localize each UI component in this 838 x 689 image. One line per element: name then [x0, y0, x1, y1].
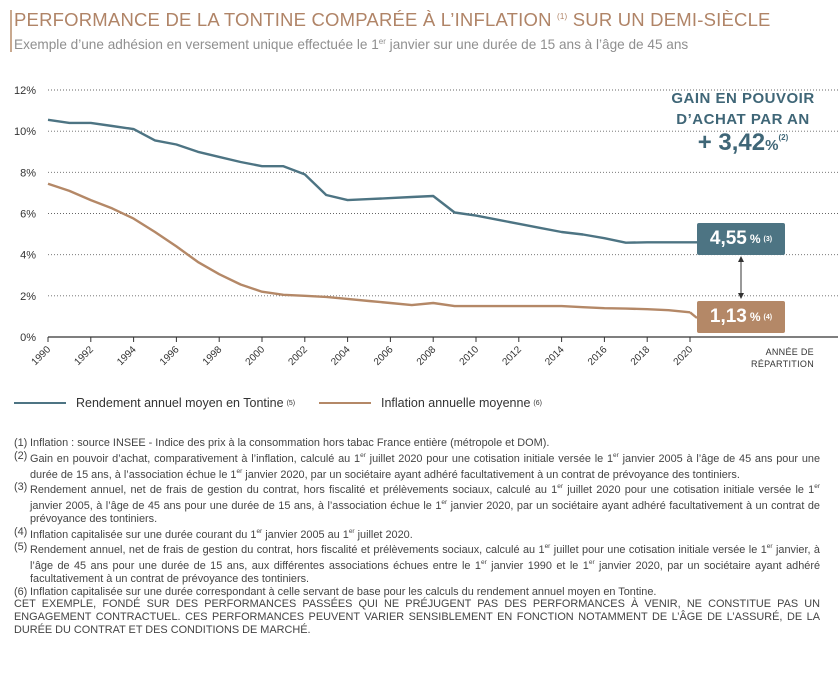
gain-number: + 3,42 [697, 129, 766, 156]
y-tick-label: 0% [20, 332, 36, 344]
tontine-badge-value: 4,55 [709, 228, 747, 249]
y-tick-label: 2% [20, 291, 36, 303]
x-tick-label: 2008 [415, 344, 439, 368]
gain-line2: D’ACHAT PAR AN [676, 111, 810, 128]
legend-ref-tontine: (5) [286, 399, 296, 407]
x-tick-label: 1994 [115, 344, 139, 368]
footnote-text: Inflation capitalisée sur une durée cour… [30, 527, 413, 541]
footnote: (6) Inflation capitalisée sur une durée c… [14, 586, 820, 599]
chart-title: PERFORMANCE DE LA TONTINE COMPARÉE À L’I… [14, 9, 771, 31]
footnote: (1) Inflation : source INSEE - Indice des… [14, 437, 820, 450]
gain-line1: GAIN EN POUVOIR [671, 90, 815, 107]
disclaimer: CET EXEMPLE, FONDÉ SUR DES PERFORMANCES … [14, 598, 820, 636]
inflation-final-badge: 1,13% (4) [697, 301, 785, 333]
tontine-series-line [47, 118, 690, 244]
footnote-text: Rendement annuel, net de frais de gestio… [30, 483, 821, 525]
x-axis-title-line2: RÉPARTITION [751, 359, 814, 369]
y-tick-label: 12% [14, 85, 36, 97]
inflation-badge-value: 1,13 [709, 306, 747, 327]
y-tick-label: 8% [20, 167, 36, 179]
legend-item-tontine: Rendement annuel moyen en Tontine (5) [14, 396, 295, 410]
x-tick-label: 2000 [244, 344, 268, 368]
title-end: SUR UN DEMI-SIÈCLE [572, 9, 771, 30]
chart-subtitle: Exemple d’une adhésion en versement uniq… [14, 37, 688, 52]
x-tick-label: 1992 [72, 344, 96, 368]
x-tick-label: 2010 [458, 344, 482, 368]
y-tick-label: 6% [20, 209, 36, 221]
legend-label-inflation: Inflation annuelle moyenne [381, 396, 531, 410]
footnote-key: (5) [14, 541, 28, 554]
legend-label-tontine: Rendement annuel moyen en Tontine [76, 396, 284, 410]
subtitle-b: janvier sur une durée de 15 ans à l’âge … [385, 37, 689, 52]
gap-arrow-head-down [738, 293, 744, 299]
footnote-key: (6) [14, 585, 28, 598]
tontine-final-badge: 4,55% (3) [697, 223, 785, 255]
legend-ref-inflation: (6) [533, 399, 542, 407]
x-tick-label: 2004 [329, 344, 353, 368]
footnote-text: Inflation capitalisée sur une durée corr… [30, 585, 657, 598]
x-tick-label: 2018 [629, 344, 653, 368]
x-axis-title-line1: ANNÉE DE [765, 347, 814, 357]
x-tick-label: 2014 [543, 344, 567, 368]
x-tick-label: 1990 [30, 344, 54, 368]
x-axis-title: ANNÉE DE RÉPARTITION [740, 346, 814, 370]
inflation-series-line [47, 182, 691, 314]
footnote-text: Inflation : source INSEE - Indice des pr… [30, 437, 550, 449]
footnote-key: (4) [14, 525, 28, 538]
gap-arrow-head-up [738, 256, 744, 262]
x-tick-label: 2006 [372, 344, 396, 368]
x-tick-label: 2016 [586, 344, 610, 368]
tontine-badge-ref: (3) [763, 235, 773, 243]
line-chart: 0% 2% 4% 6% 8% 10% 12% 1990 1992 1994 1996 1998 2000… [14, 85, 838, 368]
footnote: (5) Rendement annuel, net de frais de ges… [14, 541, 820, 585]
gain-value: + 3,42%(2) [655, 129, 831, 157]
title-main: PERFORMANCE DE LA TONTINE COMPARÉE À L’I… [14, 9, 552, 30]
tontine-badge-unit: % [749, 232, 761, 246]
title-ref: (1) [556, 12, 568, 21]
gain-callout: GAIN EN POUVOIR D’ACHAT PAR AN [655, 88, 831, 130]
footnote-key: (3) [14, 481, 28, 494]
inflation-badge-unit: % [749, 310, 761, 324]
footnote: (3) Rendement annuel, net de frais de ges… [14, 481, 820, 525]
legend-swatch-inflation [319, 402, 371, 404]
x-tick-label: 2012 [500, 344, 524, 368]
gain-unit: % [765, 137, 779, 154]
y-tick-label: 4% [20, 250, 36, 262]
footnote-text: Rendement annuel, net de frais de gestio… [30, 543, 820, 585]
subtitle-a: Exemple d’une adhésion en versement uniq… [14, 37, 379, 52]
x-tick-label: 1996 [158, 344, 182, 368]
inflation-connector [689, 311, 698, 319]
title-accent-bar [10, 10, 12, 52]
footnote-key: (2) [14, 449, 28, 462]
inflation-badge-ref: (4) [763, 313, 773, 321]
gain-ref: (2) [778, 133, 789, 142]
legend-swatch-tontine [14, 402, 66, 404]
legend-item-inflation: Inflation annuelle moyenne (6) [319, 396, 542, 410]
x-tick-label: 2020 [672, 344, 696, 368]
footnote: (2) Gain en pouvoir d’achat, comparativem… [14, 450, 820, 482]
footnotes: (1) Inflation : source INSEE - Indice des… [14, 437, 820, 637]
footnote-text: Gain en pouvoir d’achat, comparativement… [30, 451, 820, 481]
x-tick-label: 2002 [286, 344, 310, 368]
footnote-key: (1) [14, 437, 28, 449]
x-tick-label: 1998 [201, 344, 225, 368]
y-tick-label: 10% [14, 126, 36, 138]
subtitle-sup: er [378, 37, 386, 46]
footnote: (4) Inflation capitalisée sur une durée c… [14, 526, 820, 542]
